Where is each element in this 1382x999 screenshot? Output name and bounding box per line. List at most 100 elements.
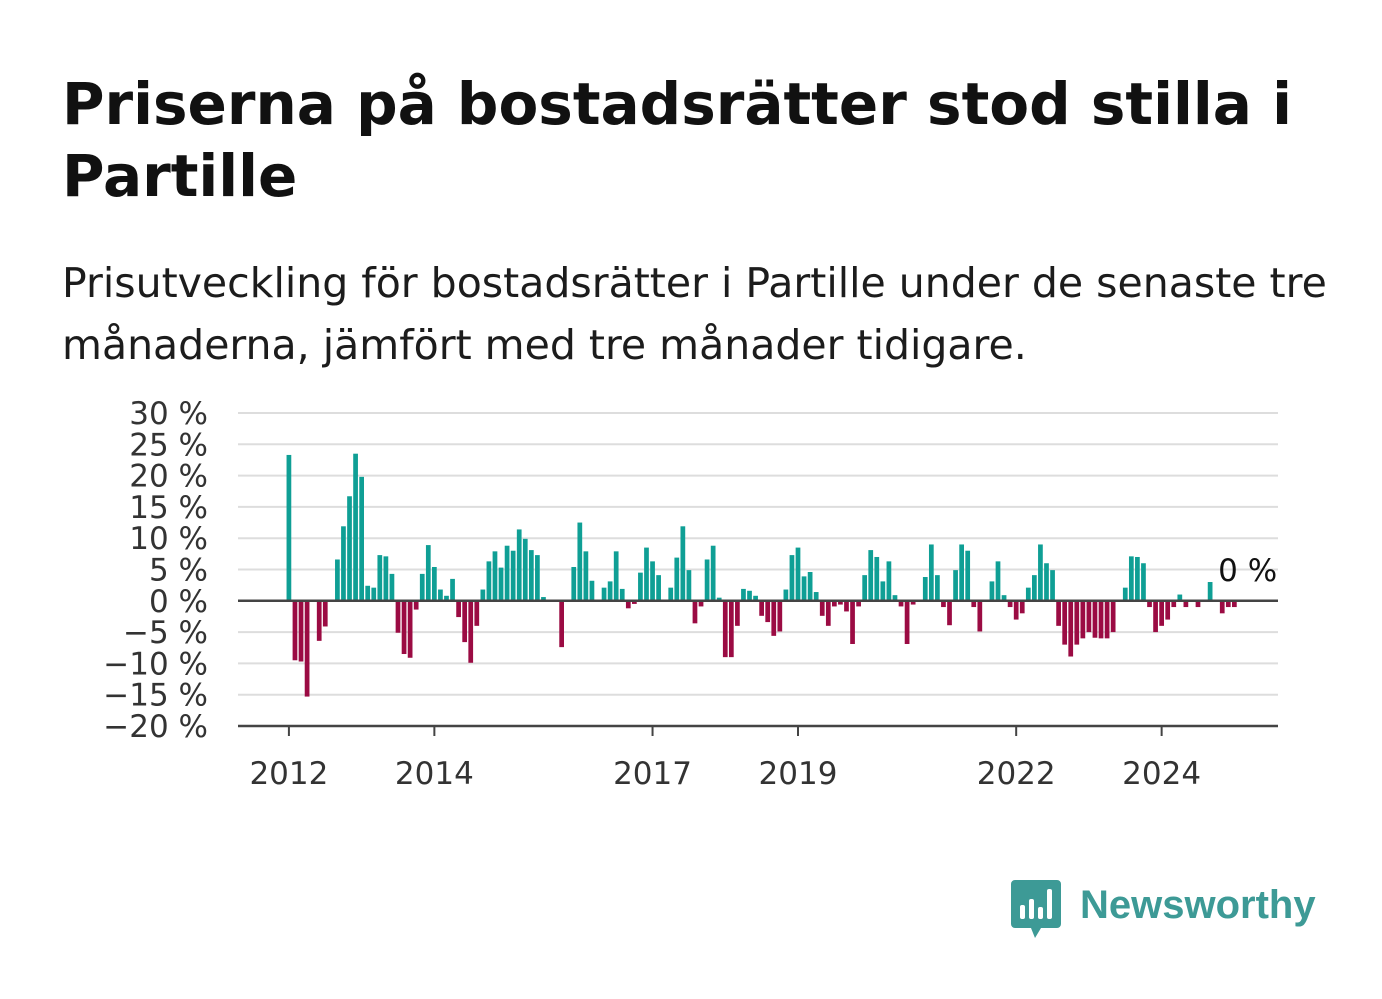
bar [874, 556, 880, 601]
bar [341, 526, 346, 601]
bar [1025, 587, 1031, 601]
bar [377, 555, 383, 601]
bar [722, 600, 728, 658]
bar [832, 600, 837, 607]
bar [1171, 600, 1177, 608]
latest-value-label: 0 % [1218, 553, 1277, 589]
bar [383, 556, 389, 601]
bar [516, 529, 522, 601]
bar [1050, 570, 1055, 601]
bar [953, 570, 958, 601]
x-axis-labels: 2012 2014 2017 2019 2022 2024 [249, 756, 1201, 792]
bar [789, 555, 795, 601]
x-tick-label: 2019 [759, 756, 838, 792]
bar [389, 573, 395, 601]
bar [1080, 600, 1086, 639]
bar [710, 545, 716, 601]
bar [444, 595, 449, 601]
axes [238, 599, 1278, 736]
bar [995, 561, 1001, 601]
y-tick-label: 20 % [129, 459, 208, 495]
bar [1177, 594, 1183, 601]
bar [965, 550, 971, 601]
y-tick-label: −20 % [103, 709, 208, 745]
bar [1183, 600, 1189, 608]
bar [741, 588, 746, 601]
bar [425, 545, 431, 601]
annotations: 0 % [1218, 553, 1277, 589]
bar [371, 587, 377, 601]
bar [1001, 595, 1007, 601]
bar [322, 600, 328, 627]
brand-name: Newsworthy [1080, 883, 1316, 927]
bar [432, 566, 437, 601]
bar [838, 600, 843, 605]
bar [977, 600, 983, 632]
chart-subtitle: Prisutveckling för bostadsrätter i Parti… [62, 259, 1327, 369]
bar [868, 550, 874, 601]
bar [1110, 600, 1116, 633]
y-tick-label: −10 % [103, 646, 208, 682]
bar [801, 576, 807, 601]
bar [413, 600, 419, 610]
bar-chart: 30 %25 %20 %15 %10 %5 %0 %−5 %−10 %−15 %… [103, 396, 1278, 792]
x-tick-label: 2022 [977, 756, 1056, 792]
bar [286, 454, 292, 601]
bar [1122, 587, 1128, 601]
bar [298, 600, 304, 662]
bar [892, 595, 898, 601]
bar [583, 551, 589, 601]
bar [765, 600, 771, 623]
bar [753, 595, 758, 601]
bar [304, 600, 310, 697]
bar [1225, 600, 1231, 608]
bar [941, 600, 946, 608]
bar [644, 547, 649, 601]
bar [910, 600, 916, 605]
bar [947, 600, 952, 626]
bar [353, 453, 358, 601]
bar [1159, 600, 1164, 626]
bar [850, 600, 855, 644]
y-axis-labels: 30 %25 %20 %15 %10 %5 %0 %−5 %−10 %−15 %… [103, 396, 208, 745]
y-tick-label: −5 % [123, 615, 208, 651]
y-tick-label: 0 % [149, 584, 208, 620]
newsworthy-logo[interactable]: Newsworthy [1011, 878, 1331, 940]
bar [450, 578, 455, 601]
bar [704, 559, 710, 601]
bar [541, 597, 546, 601]
bar [686, 570, 692, 601]
bar [989, 581, 995, 601]
bar [316, 600, 322, 641]
bar [928, 544, 934, 601]
bar [656, 575, 661, 601]
x-tick-label: 2014 [395, 756, 474, 792]
bar [395, 600, 401, 633]
bar [1092, 600, 1098, 638]
bar [1141, 563, 1146, 601]
gridlines [238, 412, 1278, 696]
bar [625, 600, 631, 609]
bar [735, 600, 740, 626]
y-tick-label: −15 % [103, 678, 208, 714]
bar [935, 575, 940, 601]
chart-title: Priserna på bostadsrätter stod stilla i … [62, 70, 1292, 210]
bar [486, 561, 492, 601]
x-tick-label: 2024 [1122, 756, 1201, 792]
bar [1044, 563, 1049, 601]
x-tick-label: 2012 [249, 756, 328, 792]
bar [456, 600, 461, 618]
bar [619, 588, 625, 601]
bar [347, 496, 352, 601]
y-tick-label: 15 % [129, 490, 208, 526]
bar [1074, 600, 1080, 645]
bar [759, 600, 764, 616]
bar [698, 600, 704, 607]
bar [856, 600, 861, 607]
bar [813, 592, 819, 601]
bar [401, 600, 407, 655]
bar [607, 581, 613, 601]
bar [795, 547, 801, 601]
bar [292, 600, 298, 661]
bar [1165, 600, 1171, 620]
